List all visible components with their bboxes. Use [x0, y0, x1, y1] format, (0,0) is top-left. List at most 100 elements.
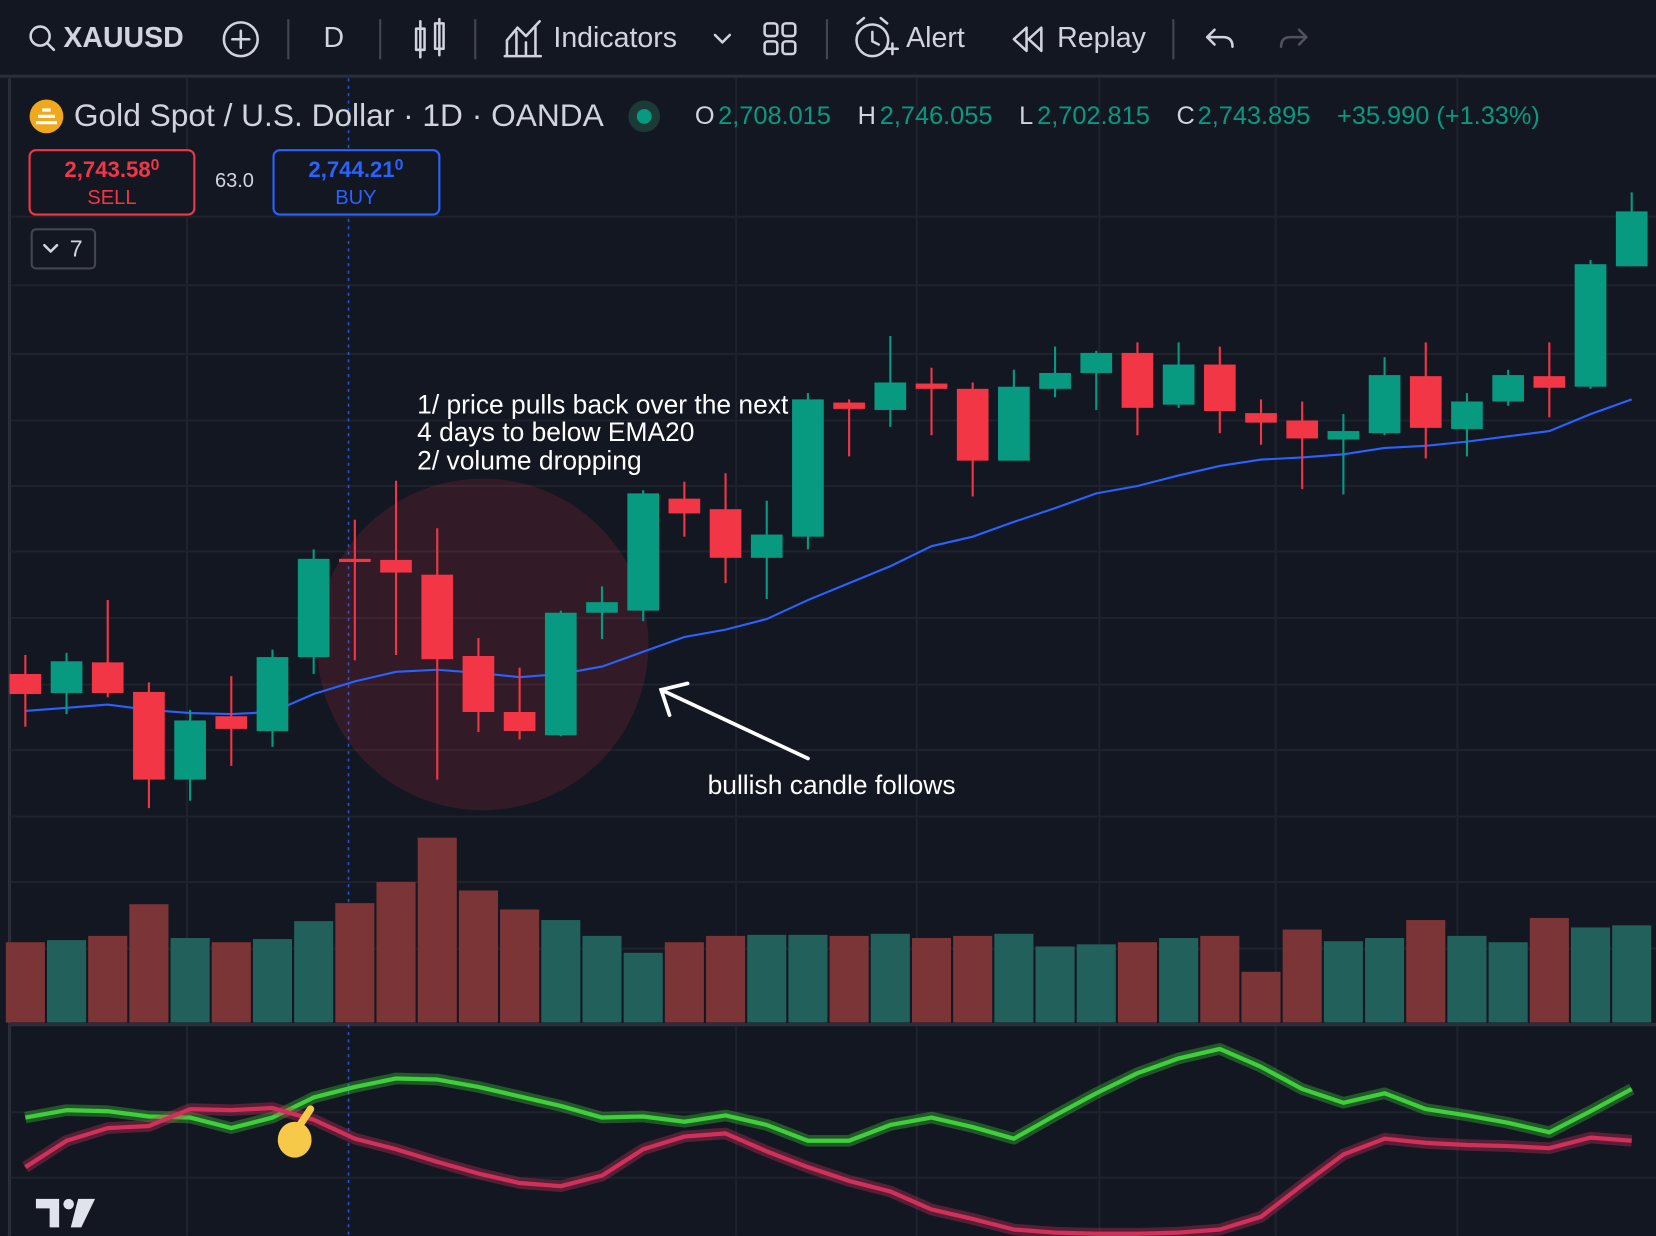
oscillator-line — [24, 1105, 1632, 1236]
volume-bar — [5, 942, 45, 1023]
candle-body — [1039, 372, 1071, 389]
volume-bar — [788, 934, 828, 1023]
sell-price: 2,743.580 — [64, 157, 159, 182]
logo-mark — [35, 108, 58, 125]
volume-bar — [911, 938, 952, 1023]
volume-bar — [1365, 938, 1405, 1023]
price: 2,743.58 — [64, 157, 150, 182]
ohlc-label: C — [1177, 102, 1195, 130]
candle-body — [1162, 364, 1195, 405]
volume-bar — [1117, 942, 1157, 1023]
candle-body — [339, 558, 371, 563]
candle-body — [874, 382, 907, 410]
volume-bar — [500, 909, 540, 1023]
candle-body — [1451, 401, 1483, 429]
buy-price: 2,744.210 — [308, 157, 403, 182]
volume-bar — [1159, 938, 1199, 1023]
volume-bar — [46, 940, 87, 1023]
volume-bar — [376, 882, 416, 1023]
volume-bar — [953, 935, 993, 1023]
candle-body — [1492, 375, 1524, 402]
volume-bar — [252, 939, 293, 1023]
volume-bar — [664, 942, 704, 1023]
candle-body — [1574, 264, 1607, 387]
symbol-search[interactable]: XAUUSD — [29, 22, 184, 54]
symbol-title: Gold Spot / U.S. Dollar · 1D · OANDA — [74, 97, 605, 133]
candle-body — [1368, 375, 1401, 434]
candle-body — [215, 716, 248, 729]
volume-bar — [1612, 925, 1652, 1023]
pip: 0 — [151, 157, 160, 174]
annotation: bullish candle follows — [708, 770, 956, 800]
pip: 0 — [395, 157, 404, 174]
candle-body — [297, 558, 330, 658]
hand-marker — [277, 1121, 312, 1158]
sell-button[interactable]: 2,743.580 SELL — [28, 149, 196, 216]
collapsed-count[interactable]: 7 — [70, 236, 83, 262]
annotation: 1/ price pulls back over the next — [417, 390, 789, 420]
indicators-label[interactable]: Indicators — [553, 22, 677, 54]
candle-body — [792, 399, 824, 537]
collapse-indicators[interactable]: 7 — [30, 228, 97, 270]
candle-body — [1533, 376, 1566, 388]
volume-bar — [1076, 944, 1116, 1023]
volume-bar — [747, 934, 787, 1023]
candle-body — [9, 673, 42, 695]
candle-body — [709, 509, 742, 558]
chart-type-button[interactable] — [414, 17, 445, 59]
ema-line — [25, 398, 1633, 716]
replay-label[interactable]: Replay — [1057, 22, 1146, 54]
volume-bar — [1200, 935, 1240, 1023]
price: 2,744.21 — [308, 157, 394, 182]
candle-body — [833, 402, 865, 409]
indicators-button[interactable]: Indicators — [503, 20, 732, 58]
candle-body — [91, 662, 124, 693]
change: +35.990 (+1.33%) — [1337, 102, 1540, 130]
volume-bar — [1447, 935, 1487, 1023]
alert-label[interactable]: Alert — [906, 22, 965, 54]
candle-body — [380, 559, 412, 573]
volume-bar — [211, 942, 251, 1023]
volume-bar — [129, 904, 169, 1023]
layout-button[interactable] — [763, 22, 797, 56]
volume-bar — [417, 837, 457, 1023]
ohlc: O 2,708.015 H 2,746.055 L 2,702.815 C 2,… — [695, 102, 1540, 130]
candle-body — [1121, 352, 1154, 408]
annotation: 4 days to below EMA20 — [417, 417, 694, 447]
symbol[interactable]: XAUUSD — [63, 22, 183, 54]
buy-button[interactable]: 2,744.210 BUY — [272, 149, 441, 216]
hand-finger — [294, 1105, 315, 1132]
candle-body — [750, 534, 783, 558]
candle-body — [544, 612, 577, 736]
ohlc-value: 2,746.055 — [880, 102, 993, 130]
volume-bar — [541, 920, 581, 1023]
candle-body — [133, 691, 165, 780]
volume-bar — [1282, 929, 1322, 1023]
candle-body — [998, 386, 1030, 461]
volume-bar — [458, 890, 498, 1023]
undo-button[interactable] — [1205, 28, 1234, 48]
redo-button[interactable] — [1279, 28, 1308, 48]
annotation: 2/ volume dropping — [417, 446, 641, 476]
candle-body — [1615, 211, 1648, 267]
candle-body — [915, 383, 948, 389]
spread: 63.0 — [215, 170, 254, 192]
candle-body — [1080, 352, 1113, 373]
interval[interactable]: D — [323, 22, 344, 54]
candle-body — [174, 720, 206, 780]
ohlc-label: H — [858, 102, 876, 130]
volume-bar — [706, 935, 746, 1023]
tradingview-logo — [35, 1198, 96, 1228]
volume-bar — [88, 935, 128, 1023]
alert-button[interactable]: Alert — [855, 16, 965, 58]
compare-button[interactable] — [222, 21, 259, 58]
replay-button[interactable]: Replay — [1012, 22, 1147, 54]
volume-bar — [870, 933, 910, 1023]
ohlc-value: 2,743.895 — [1198, 102, 1311, 130]
volume-bar — [335, 903, 375, 1023]
candle-body — [668, 498, 701, 514]
volume-bar — [1241, 971, 1281, 1023]
